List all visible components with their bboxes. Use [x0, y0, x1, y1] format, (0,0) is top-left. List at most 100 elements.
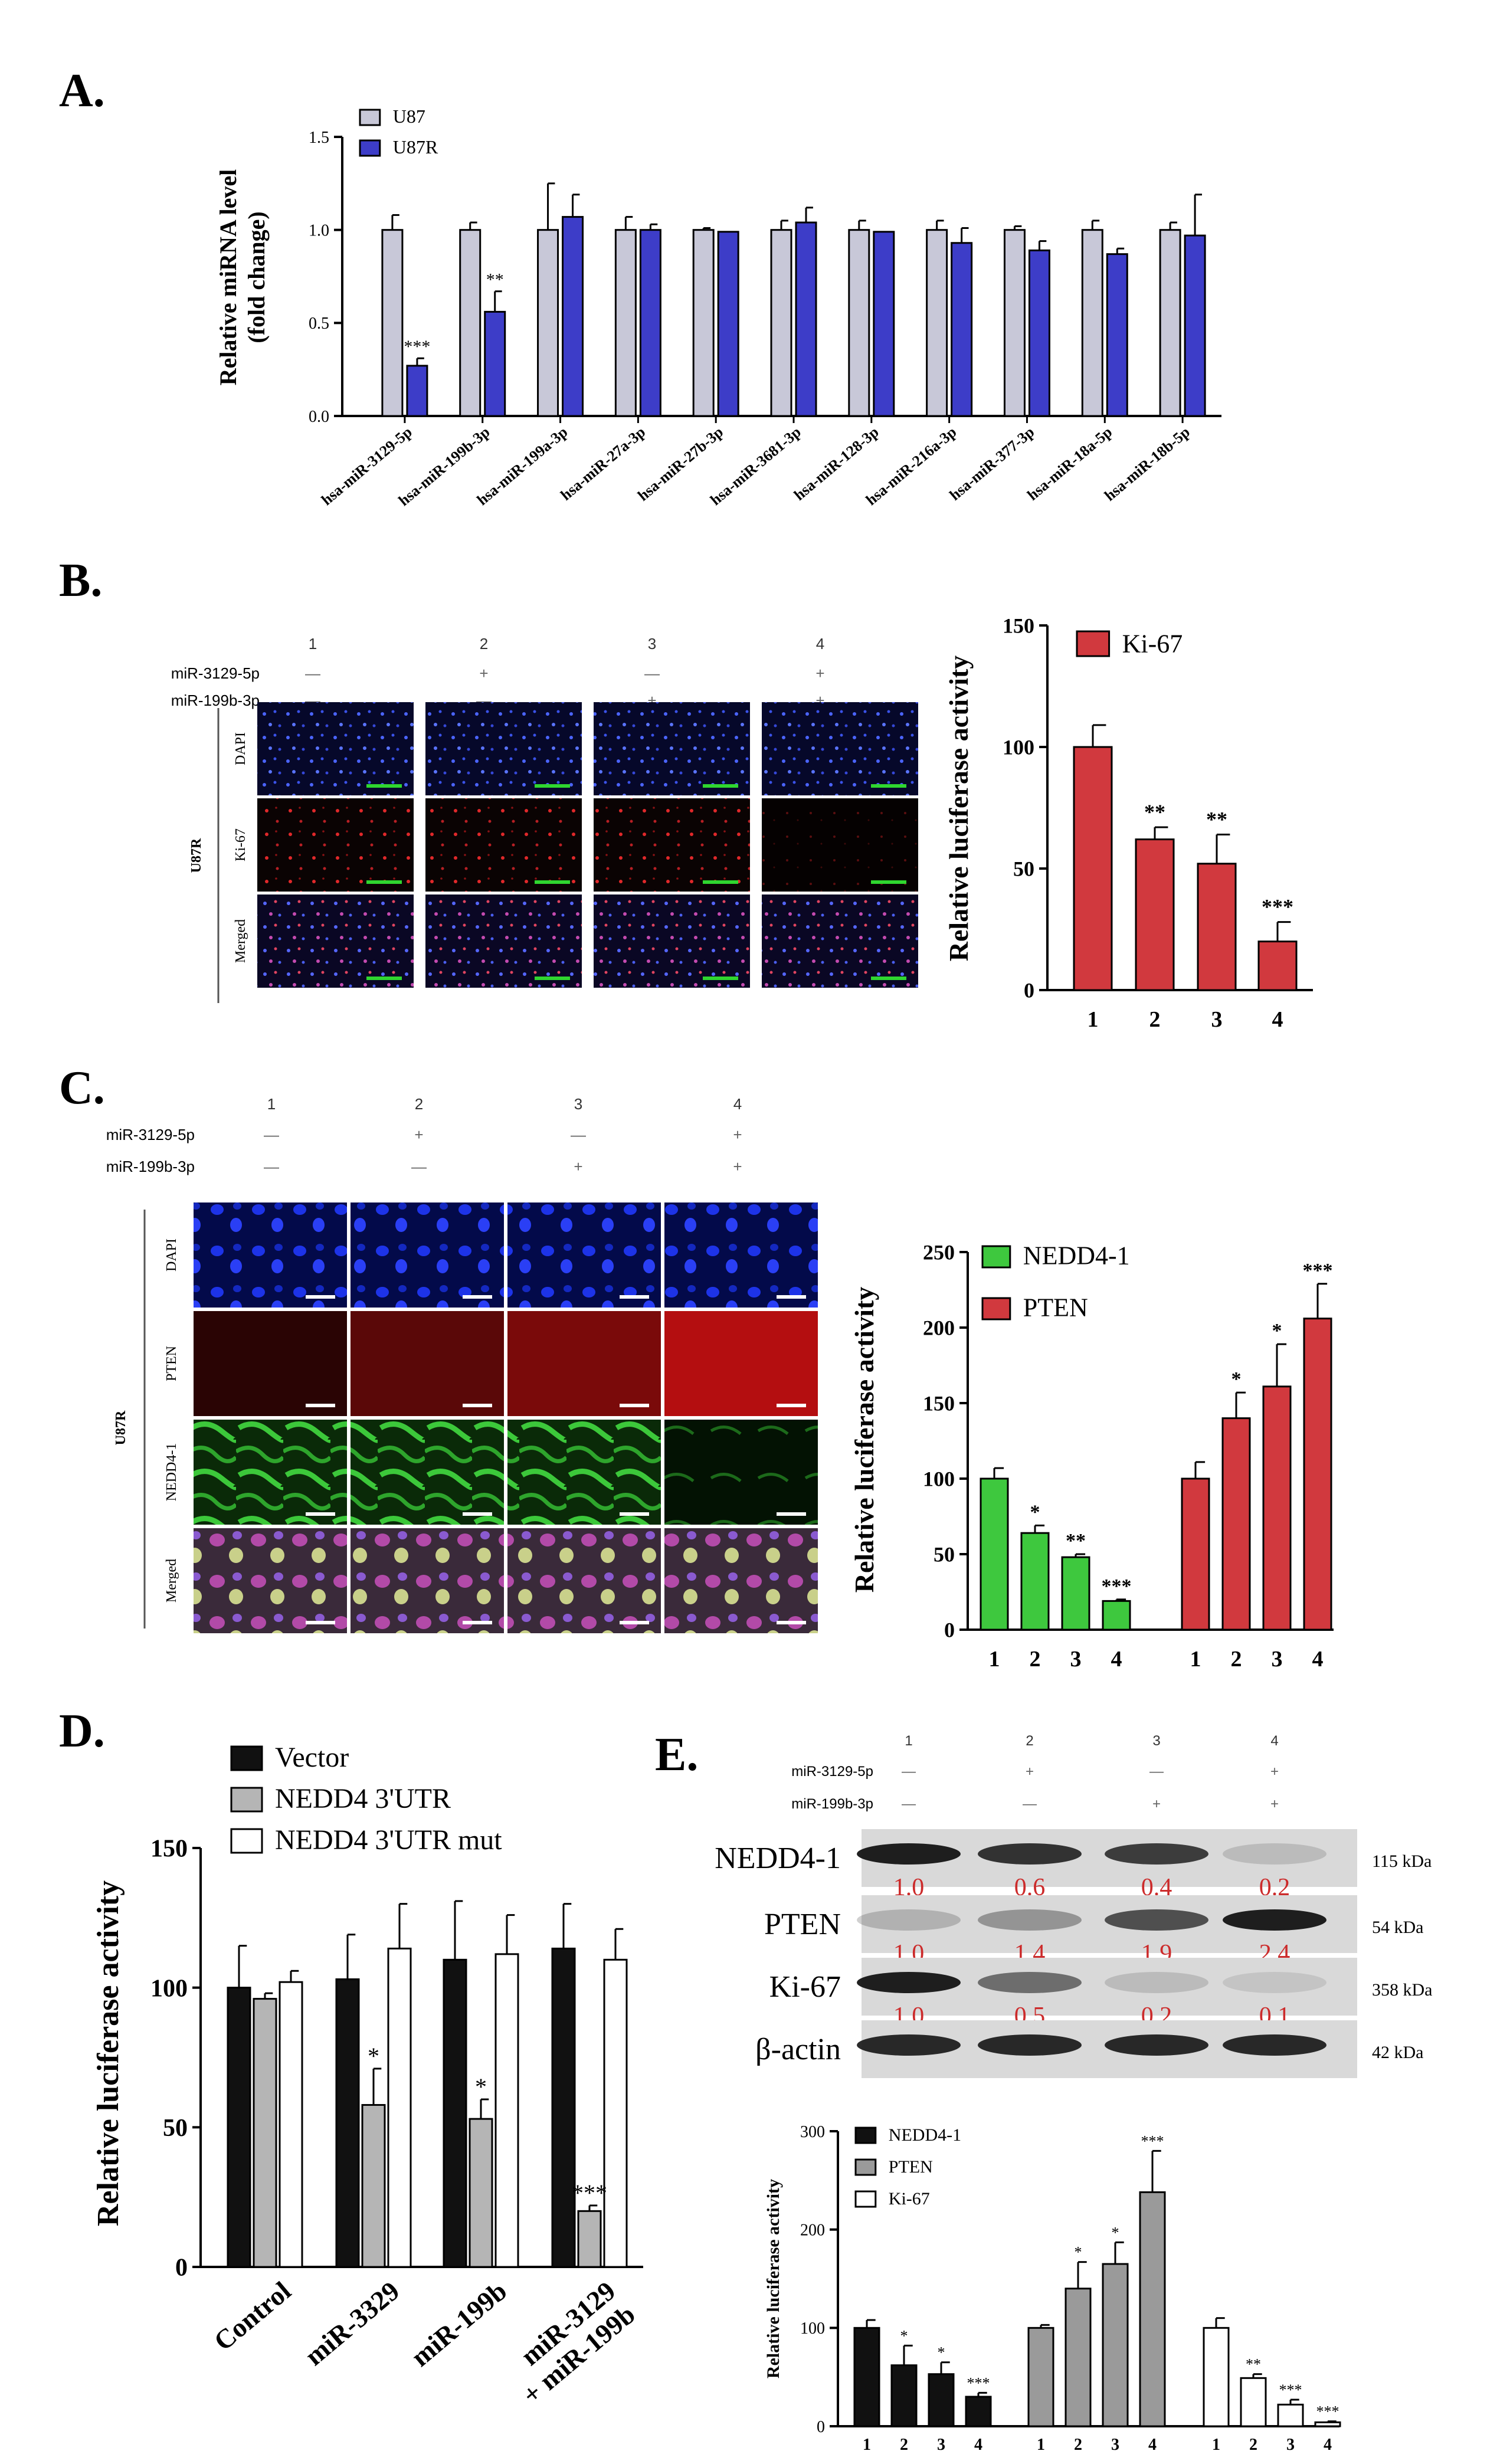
chart-b-legend-ki67-label: Ki-67: [1122, 630, 1183, 658]
panel-c-conditions-row2-mark: +: [733, 1158, 742, 1175]
chart-d-y-tick-label: 100: [150, 1975, 188, 2002]
chart-c-y-label-group: Relative luciferase activity: [849, 1287, 879, 1593]
chart-e-x-tick-label: 4: [1148, 2436, 1157, 2454]
chart-e-y-tick-label: 200: [800, 2221, 825, 2239]
chart-e-y-label-group: Relative luciferase activity: [764, 2179, 783, 2378]
chart-e-y-tick-label: 0: [817, 2418, 825, 2436]
panel-b-micrograph: [257, 894, 414, 988]
chart-c-legend-pten-swatch: [981, 1297, 1011, 1321]
chart-b-y-tick-label: 50: [1013, 857, 1034, 881]
chart-d-0-bar: [551, 1947, 576, 2268]
chart-c-significance: ***: [1303, 1260, 1333, 1282]
panel-e-band-name: NEDD4-1: [715, 1842, 841, 1875]
panel-b-conditions-row1-mark: +: [479, 664, 488, 682]
chart-a-u87r-bar: [795, 221, 817, 417]
chart-a-u87r-bar: [717, 231, 739, 417]
chart-a-legend-u87r-label: U87R: [393, 136, 438, 158]
chart-a-y-label-line: Relative miRNA level: [215, 169, 241, 386]
chart-e-2-bar: [1240, 2377, 1267, 2427]
chart-d-0-bar: [227, 1987, 251, 2268]
chart-b-ki67-bar: [1257, 941, 1298, 991]
panel-e-band: [857, 1843, 961, 1865]
panel-e-conditions-row1-label: miR-3129-5p: [791, 1764, 873, 1780]
panel-c-conditions-row1-mark: +: [414, 1126, 423, 1143]
chart-c-legend-pten-label: PTEN: [1023, 1293, 1088, 1322]
chart-b-significance: **: [1144, 800, 1165, 824]
chart-b-legend-ki67-swatch: [1076, 630, 1111, 657]
chart-e-2-bar: [1203, 2327, 1230, 2427]
panel-c-row-label-group: PTEN: [164, 1346, 179, 1381]
chart-c-y-tick-label: 250: [923, 1241, 955, 1264]
panel-b-conditions-lane-number: 2: [480, 635, 488, 653]
chart-e-x-tick-label: 2: [1249, 2436, 1257, 2454]
panel-e-conditions-lane-number: 2: [1026, 1733, 1033, 1749]
chart-d-legend-utr-swatch: [230, 1787, 263, 1813]
panel-b-conditions-lane-number: 4: [816, 635, 824, 653]
chart-a-u87-bar: [848, 229, 870, 417]
chart-e-x-tick-label: 3: [937, 2436, 945, 2454]
panel-c-conditions-lane-number: 4: [733, 1095, 742, 1113]
panel-e-band-name: Ki-67: [769, 1970, 841, 2004]
panel-c-cell-label-group: U87R: [113, 1410, 129, 1445]
chart-e-significance: ***: [1316, 2403, 1339, 2420]
chart-b-x-tick-label: 1: [1088, 1007, 1099, 1032]
panel-e-band: [1105, 1909, 1208, 1931]
panel-e-band: [1105, 2034, 1208, 2056]
chart-c-y-tick-label: 200: [923, 1316, 955, 1340]
chart-e-1-bar: [1139, 2191, 1166, 2427]
panel-e-conditions-row1-mark: +: [1026, 1764, 1034, 1780]
chart-e-x-tick-label: 4: [974, 2436, 982, 2454]
chart-a-u87-bar: [1003, 229, 1026, 417]
chart-c-significance: *: [1231, 1368, 1242, 1390]
chart-e-x-tick-label: 1: [1037, 2436, 1045, 2454]
chart-d-legend-utr-label: NEDD4 3'UTR: [275, 1783, 451, 1814]
panel-e-band: [1223, 1972, 1326, 1993]
panel-c-micrograph: [194, 1202, 347, 1308]
chart-e-0-bar: [890, 2364, 918, 2427]
chart-a-u87r-bar: [406, 365, 428, 417]
chart-c-nedd4-1-bar: [980, 1477, 1009, 1631]
panel-c-row-label-group: NEDD4-1: [164, 1443, 179, 1502]
chart-e-x-tick-label: 2: [900, 2436, 908, 2454]
chart-b-y-tick-label: 100: [1003, 736, 1034, 759]
chart-d-y-tick-label: 50: [163, 2115, 188, 2142]
panel-c-micrograph: [194, 1420, 347, 1525]
panel-c-micrograph: [351, 1528, 504, 1633]
chart-a-u87-bar: [770, 229, 792, 417]
chart-d-y-label: Relative luciferase activity: [91, 1880, 125, 2226]
panel-c-row-label: NEDD4-1: [164, 1443, 179, 1502]
panel-c-conditions-row2-mark: —: [264, 1158, 279, 1175]
panel-b-conditions-row1-mark: —: [305, 664, 320, 682]
panel-e-band-kda: 54 kDa: [1372, 1918, 1423, 1937]
panel-e-conditions-row1-mark: —: [1149, 1764, 1164, 1780]
chart-e-significance: *: [1075, 2244, 1082, 2261]
chart-d-1-bar: [577, 2210, 602, 2268]
panel-c-micrograph: [351, 1311, 504, 1416]
chart-c-nedd4-1-bar: [1020, 1532, 1050, 1631]
chart-d-y-label-group: Relative luciferase activity: [91, 1880, 125, 2226]
panel-c-conditions-row2-label: miR-199b-3p: [106, 1158, 195, 1175]
panel-e-conditions-row2-label: miR-199b-3p: [791, 1796, 873, 1812]
chart-b-y-label-group: Relative luciferase activity: [944, 656, 974, 962]
chart-d-legend-vector-swatch: [230, 1745, 263, 1771]
panel-b-cell-label-group: U87R: [189, 838, 204, 873]
chart-e-y-tick-label: 100: [800, 2319, 825, 2338]
chart-c-y-tick-label: 100: [923, 1467, 955, 1491]
chart-d-legend-vector-label: Vector: [275, 1742, 349, 1773]
chart-a-y-tick-label: 0.0: [309, 408, 329, 426]
chart-a-u87-bar: [459, 229, 482, 417]
chart-e-1-bar: [1102, 2263, 1129, 2427]
chart-c-legend-nedd4-swatch: [981, 1245, 1011, 1269]
chart-e-2-bar: [1277, 2403, 1304, 2427]
chart-a-y-label-line: (fold change): [243, 211, 270, 343]
chart-e-0-bar: [928, 2373, 955, 2427]
panel-b-micrograph: [425, 894, 582, 988]
chart-b-x-tick-label: 2: [1149, 1007, 1161, 1032]
panel-c-micrograph: [507, 1528, 661, 1633]
panel-c-row-label-group: Merged: [164, 1559, 179, 1603]
chart-e-1-bar: [1027, 2327, 1054, 2427]
panel-b-conditions-row1-mark: +: [815, 664, 824, 682]
chart-a-u87-bar: [926, 229, 948, 417]
chart-a-u87r-bar: [1106, 253, 1128, 417]
panel-c-micrograph: [507, 1420, 661, 1525]
